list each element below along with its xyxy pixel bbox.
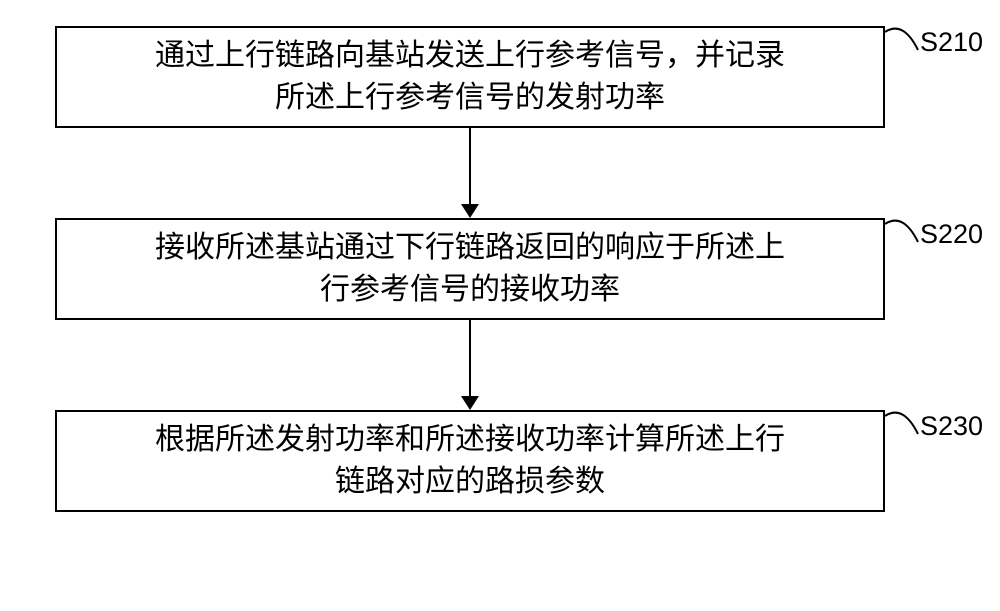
arrow-s220-to-s230: [0, 0, 1000, 611]
